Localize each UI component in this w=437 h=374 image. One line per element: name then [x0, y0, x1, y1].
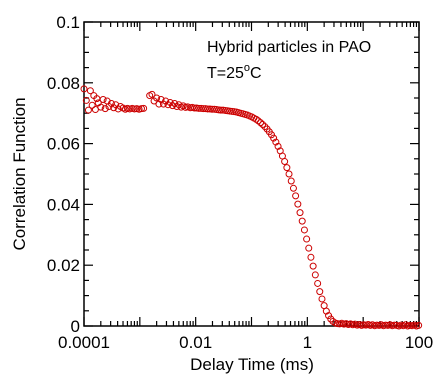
data-point: [219, 106, 227, 114]
data-point: [164, 101, 172, 109]
annotation-sample: Hybrid particles in PAO: [207, 39, 371, 56]
data-point: [101, 105, 109, 113]
data-points: [80, 85, 423, 330]
data-point: [80, 85, 88, 93]
data-point: [314, 279, 322, 287]
data-point: [155, 100, 163, 108]
y-tick-label: 0.06: [47, 135, 80, 154]
data-point: [86, 87, 94, 95]
data-point: [230, 108, 238, 116]
y-tick-label: 0.04: [47, 195, 80, 214]
data-point: [270, 134, 278, 142]
data-point: [204, 105, 212, 113]
annotation-temperature: T=25oC: [207, 62, 262, 82]
data-point: [208, 105, 216, 113]
y-axis-label: Correlation Function: [10, 97, 29, 250]
data-point: [175, 101, 183, 109]
data-point: [212, 106, 220, 114]
y-tick-label: 0: [71, 317, 80, 336]
data-point: [296, 209, 304, 217]
data-point: [217, 106, 225, 114]
data-point: [84, 106, 92, 114]
data-point: [307, 253, 315, 261]
data-point: [300, 226, 308, 234]
x-tick-label: 0.01: [179, 333, 212, 352]
data-point: [148, 90, 156, 98]
data-point: [153, 94, 161, 102]
data-point: [195, 104, 203, 112]
data-point: [294, 200, 302, 208]
y-tick-label: 0.02: [47, 256, 80, 275]
axis-ticks: [83, 21, 420, 327]
data-point: [287, 177, 295, 185]
data-point: [281, 158, 289, 166]
data-point: [82, 96, 90, 104]
data-point: [309, 262, 317, 270]
data-point: [254, 117, 262, 125]
annotation-temp-prefix: T=25: [207, 65, 244, 82]
x-axis-label: Delay Time (ms): [190, 355, 314, 374]
data-point: [283, 164, 291, 172]
data-point: [289, 184, 297, 192]
data-point: [99, 96, 107, 104]
data-point: [318, 295, 326, 303]
data-point: [311, 271, 319, 279]
data-point: [257, 119, 265, 127]
data-point: [303, 235, 311, 243]
data-point: [130, 105, 138, 113]
data-point: [190, 104, 198, 112]
data-point: [292, 192, 300, 200]
data-point: [415, 321, 423, 329]
tick-labels: 0.0001 0.01 1 100 0 0.02 0.04 0.06 0.08 0.1: [47, 13, 433, 352]
x-tick-label: 100: [405, 333, 433, 352]
annotation-temp-degree: o: [244, 62, 250, 74]
data-point: [298, 217, 306, 225]
y-tick-label: 0.1: [56, 13, 80, 32]
x-tick-label: 1: [303, 333, 312, 352]
data-point: [261, 123, 269, 131]
data-point: [373, 321, 381, 329]
x-tick-label: 0.0001: [58, 333, 110, 352]
data-point: [305, 244, 313, 252]
data-point: [316, 288, 324, 296]
data-point: [114, 105, 122, 113]
data-point: [285, 170, 293, 178]
data-point: [88, 101, 96, 109]
data-point: [199, 105, 207, 113]
data-point: [140, 104, 148, 112]
data-point: [97, 103, 105, 111]
y-tick-label: 0.08: [47, 74, 80, 93]
data-point: [259, 120, 267, 128]
annotation-temp-unit: C: [250, 65, 262, 82]
data-point: [272, 138, 280, 146]
data-point: [162, 97, 170, 105]
data-point: [252, 115, 260, 123]
data-point: [360, 321, 368, 329]
data-point: [107, 99, 115, 107]
